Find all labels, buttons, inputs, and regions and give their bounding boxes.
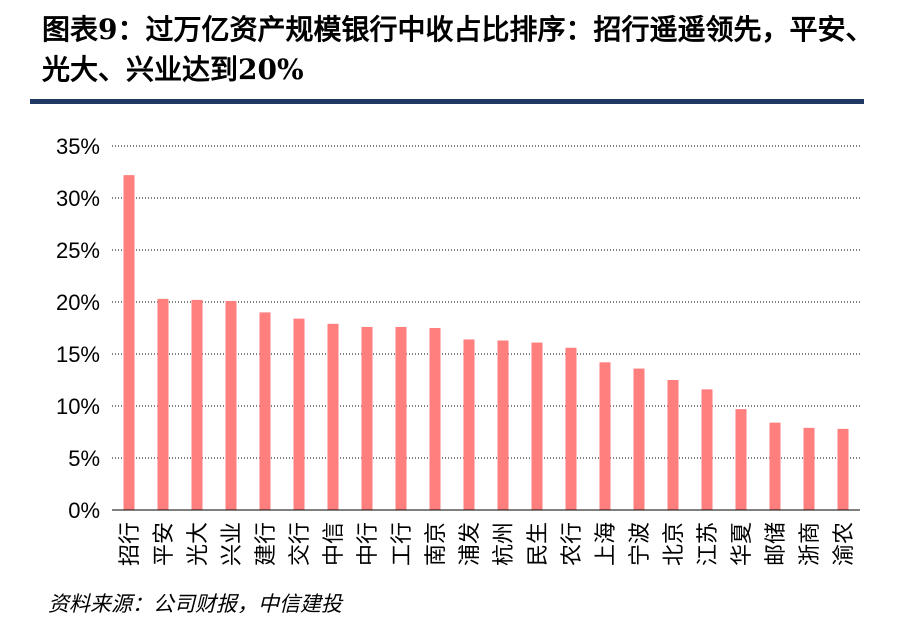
x-tick-label: 杭州	[492, 522, 517, 566]
bar	[735, 409, 747, 510]
y-tick-label: 5%	[68, 446, 100, 471]
y-tick-label: 10%	[56, 394, 100, 419]
bar	[599, 362, 611, 510]
bar	[803, 427, 815, 510]
bar	[429, 328, 441, 510]
x-tick-label: 浙商	[798, 522, 823, 566]
x-tick-label: 上海	[594, 522, 619, 566]
x-tick-label: 建行	[254, 522, 279, 566]
x-tick-label: 民生	[526, 522, 551, 566]
bar	[259, 312, 271, 510]
bar	[463, 339, 475, 510]
y-tick-label: 25%	[56, 238, 100, 263]
bar	[225, 300, 237, 510]
bar	[361, 326, 373, 510]
page-title: 图表9：过万亿资产规模银行中收占比排序：招行遥遥领先，平安、光大、兴业达到20%	[42, 13, 874, 86]
y-axis-ticks: 0% 5% 10% 15% 20% 25% 30% 35%	[56, 134, 100, 523]
y-tick-label: 20%	[56, 290, 100, 315]
bar	[327, 323, 339, 510]
bar	[565, 347, 577, 510]
x-tick-label: 兴业	[220, 522, 245, 566]
bars	[123, 175, 849, 510]
y-tick-label: 30%	[56, 186, 100, 211]
x-tick-label: 招行	[118, 522, 143, 566]
x-tick-label: 渝农	[832, 522, 857, 566]
bar	[395, 326, 407, 510]
x-tick-label: 江苏	[696, 522, 721, 566]
title-divider	[30, 99, 864, 104]
source-note: 资料来源：公司财报，中信建投	[48, 592, 342, 616]
y-tick-label: 35%	[56, 134, 100, 159]
bar	[497, 340, 509, 510]
bar	[701, 389, 713, 510]
x-tick-label: 工行	[390, 522, 415, 566]
x-tick-label: 浦发	[458, 522, 483, 566]
x-tick-label: 北京	[662, 522, 687, 566]
x-tick-label: 宁波	[628, 522, 653, 566]
x-tick-label: 平安	[152, 522, 177, 566]
bar	[667, 380, 679, 510]
bar	[157, 298, 169, 510]
bar	[191, 299, 203, 510]
bar	[293, 318, 305, 510]
x-tick-label: 交行	[288, 522, 313, 566]
x-tick-label: 农行	[560, 522, 585, 566]
x-tick-label: 光大	[186, 522, 211, 566]
x-tick-label: 中信	[322, 522, 347, 566]
grid-lines	[112, 145, 860, 459]
y-tick-label: 15%	[56, 342, 100, 367]
bar	[123, 175, 135, 510]
x-axis-ticks: 招行 平安 光大 兴业 建行 交行 中信 中行 工行 南京 浦发 杭州 民生 农行 上海 宁波 北京 江苏 华夏 邮储…	[118, 522, 857, 566]
x-tick-label: 南京	[424, 522, 449, 566]
x-tick-label: 华夏	[730, 522, 755, 566]
x-tick-label: 邮储	[764, 522, 789, 566]
bar	[769, 422, 781, 510]
bar	[837, 428, 849, 510]
bar	[633, 368, 645, 510]
bar	[531, 342, 543, 510]
x-tick-label: 中行	[356, 522, 381, 566]
y-tick-label: 0%	[68, 498, 100, 523]
